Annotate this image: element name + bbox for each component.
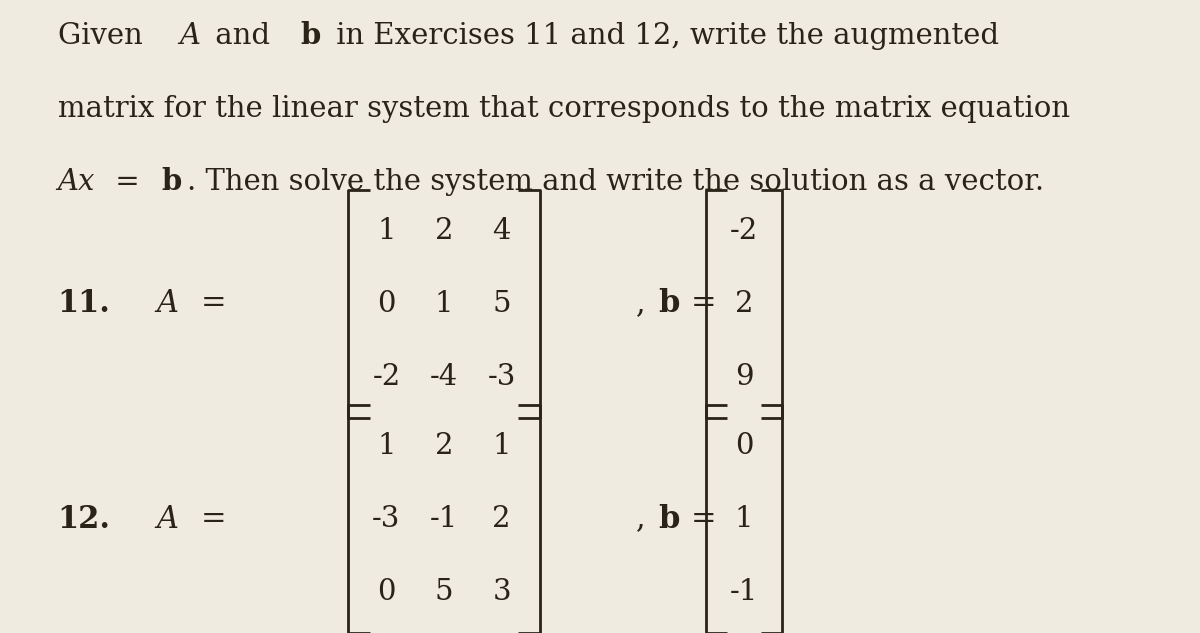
Text: -4: -4: [430, 363, 458, 391]
Text: Given: Given: [58, 22, 151, 50]
Text: 5: 5: [434, 578, 454, 606]
Text: =: =: [691, 504, 716, 534]
Text: A: A: [156, 504, 178, 534]
Text: -2: -2: [372, 363, 401, 391]
Text: 1: 1: [377, 217, 396, 245]
Text: ,: ,: [636, 289, 646, 319]
Text: in Exercises 11 and 12, write the augmented: in Exercises 11 and 12, write the augmen…: [326, 22, 998, 50]
Text: =: =: [691, 289, 716, 319]
Text: and: and: [206, 22, 280, 50]
Text: Ax: Ax: [58, 168, 95, 196]
Text: 1: 1: [734, 505, 754, 533]
Text: b: b: [300, 22, 320, 50]
Text: . Then solve the system and write the solution as a vector.: . Then solve the system and write the so…: [187, 168, 1044, 196]
Text: 1: 1: [492, 432, 511, 460]
Text: b: b: [658, 504, 679, 534]
Text: b: b: [658, 289, 679, 319]
Text: 3: 3: [492, 578, 511, 606]
Text: b: b: [161, 167, 181, 196]
Text: 0: 0: [734, 432, 754, 460]
Text: -3: -3: [372, 505, 401, 533]
Text: 1: 1: [377, 432, 396, 460]
Text: =: =: [106, 168, 149, 196]
Text: 2: 2: [734, 290, 754, 318]
Text: matrix for the linear system that corresponds to the matrix equation: matrix for the linear system that corres…: [58, 95, 1069, 123]
Text: 2: 2: [492, 505, 511, 533]
Text: 4: 4: [492, 217, 511, 245]
Text: A: A: [156, 289, 178, 319]
Text: ,: ,: [636, 504, 646, 534]
Text: =: =: [202, 504, 227, 534]
Text: 12.: 12.: [58, 504, 110, 534]
Text: -3: -3: [487, 363, 516, 391]
Text: 11.: 11.: [58, 289, 110, 319]
Text: 5: 5: [492, 290, 511, 318]
Text: 2: 2: [434, 432, 454, 460]
Text: 9: 9: [734, 363, 754, 391]
Text: 2: 2: [434, 217, 454, 245]
Text: 1: 1: [434, 290, 454, 318]
Text: -1: -1: [430, 505, 458, 533]
Text: =: =: [202, 289, 227, 319]
Text: -1: -1: [730, 578, 758, 606]
Text: 0: 0: [377, 290, 396, 318]
Text: A: A: [179, 22, 200, 50]
Text: -2: -2: [730, 217, 758, 245]
Text: 0: 0: [377, 578, 396, 606]
